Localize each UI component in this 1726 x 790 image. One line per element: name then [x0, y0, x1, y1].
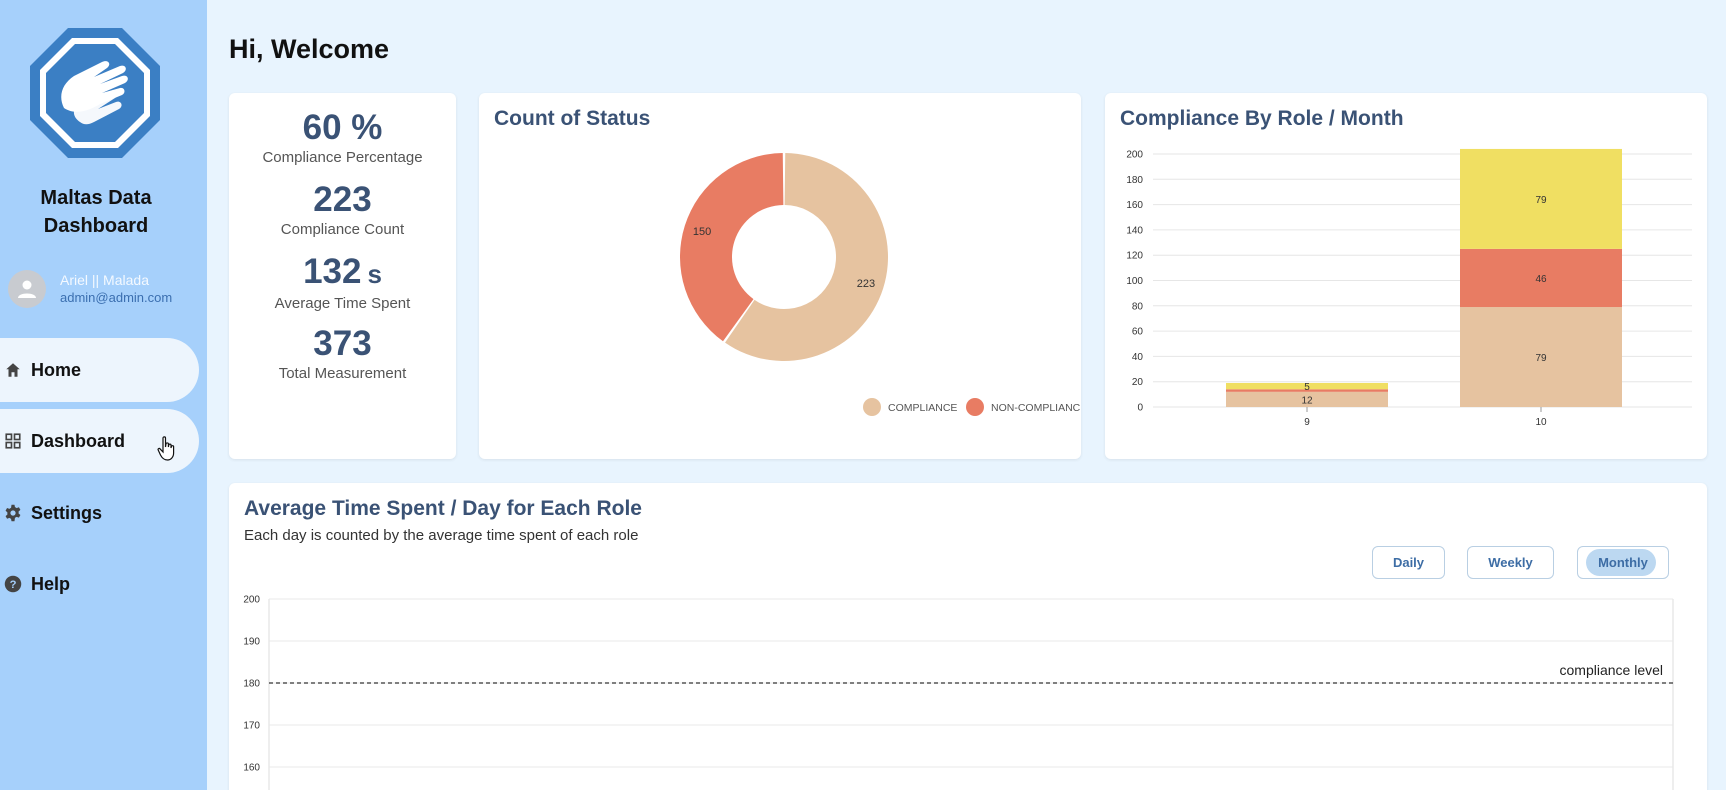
kpi-label: Total Measurement — [278, 365, 407, 382]
y-tick-label: 160 — [1126, 200, 1143, 211]
role-chart-card: Compliance By Role / Month 0 20 40 60 80 100 1… — [1105, 93, 1707, 459]
y-tick-label: 190 — [243, 637, 260, 648]
nav-item-help[interactable]: ? Help — [0, 552, 199, 616]
help-icon: ? — [3, 574, 23, 594]
bar-segment — [1226, 389, 1388, 392]
bar-segment — [1460, 148, 1622, 249]
bar-value-label: 79 — [1535, 195, 1547, 206]
brand-title: Maltas Data Dashboard — [0, 184, 192, 240]
weekly-button[interactable]: Weekly — [1467, 546, 1554, 579]
y-tick-label: 170 — [243, 721, 260, 732]
kpi-label: Compliance Percentage — [262, 149, 423, 166]
role-stacked-bar-chart: 0 20 40 60 80 100 120 140 160 180 200 12 5 9 79 46 79 10 — [1126, 148, 1692, 428]
nav-item-settings[interactable]: Settings — [0, 481, 199, 545]
kpi-label: Compliance Count — [280, 221, 405, 238]
hand-cursor-icon — [157, 436, 175, 461]
bar-segment — [1460, 248, 1622, 308]
role-chart-title: Compliance By Role / Month — [1120, 107, 1404, 130]
kpi-value: 132 — [303, 252, 362, 291]
y-tick-label: 100 — [1126, 276, 1143, 287]
home-icon — [3, 360, 23, 380]
donut-slice-compliance — [725, 153, 888, 361]
monthly-button[interactable]: Monthly — [1577, 546, 1669, 579]
y-tick-label: 60 — [1132, 327, 1144, 338]
kpi-total-measurement: 373 Total Measurement — [229, 324, 456, 384]
nav-item-dashboard[interactable]: Dashboard — [0, 409, 199, 473]
legend-swatch — [863, 398, 881, 416]
kpi-value: 60 % — [302, 108, 383, 147]
bar-value-label: 5 — [1304, 382, 1310, 393]
y-tick-label: 120 — [1126, 251, 1143, 262]
avatar — [8, 270, 46, 308]
bar-value-label: 46 — [1535, 274, 1547, 285]
y-tick-label: 20 — [1132, 377, 1144, 388]
daily-label: Daily — [1392, 555, 1425, 570]
x-tick-label: 10 — [1535, 417, 1547, 428]
time-chart-subtitle: Each day is counted by the average time … — [244, 527, 639, 544]
kpi-value: 373 — [313, 324, 372, 363]
nav-label-help: Help — [31, 573, 71, 594]
user-email: admin@admin.com — [60, 290, 173, 305]
page-title: Hi, Welcome — [229, 34, 390, 64]
status-donut-chart: 223 150 COMPLIANCE NON-COMPLIANCE — [680, 153, 1081, 416]
y-tick-label: 180 — [1126, 175, 1143, 186]
gear-icon — [3, 503, 23, 523]
kpi-label: Average Time Spent — [274, 295, 411, 312]
active-highlight — [1586, 549, 1656, 576]
y-tick-label: 0 — [1137, 403, 1143, 414]
brand-line-2: Dashboard — [43, 215, 149, 237]
time-chart-card: Average Time Spent / Day for Each Role E… — [229, 483, 1707, 790]
bar-segment — [1226, 391, 1388, 407]
kpi-unit: s — [367, 259, 382, 289]
y-tick-label: 160 — [243, 763, 260, 774]
reference-line-label: compliance level — [1560, 662, 1664, 678]
user-name: Ariel || Malada — [60, 272, 149, 288]
slice-value-label: 223 — [857, 278, 875, 290]
slice-value-label: 150 — [693, 226, 711, 238]
nav-label-home: Home — [31, 359, 82, 380]
bar-segment — [1226, 382, 1388, 390]
bar-value-label: 12 — [1301, 395, 1313, 406]
y-tick-label: 200 — [243, 595, 260, 606]
y-tick-label: 40 — [1132, 352, 1144, 363]
kpi-average-time: 132 s Average Time Spent — [229, 252, 456, 314]
x-tick-label: 9 — [1304, 417, 1310, 428]
donut-slice-non-compliance — [680, 153, 784, 342]
status-chart-card: Count of Status 223 150 COMPLIANCE NON-COMP… — [479, 93, 1081, 459]
y-tick-label: 180 — [243, 679, 260, 690]
weekly-label: Weekly — [1488, 555, 1533, 570]
daily-button[interactable]: Daily — [1372, 546, 1445, 579]
kpi-compliance-percentage: 60 % Compliance Percentage — [229, 108, 456, 168]
nav-item-home[interactable]: Home — [0, 338, 199, 402]
y-tick-label: 80 — [1132, 301, 1144, 312]
svg-text:?: ? — [10, 579, 17, 591]
monthly-label: Monthly — [1598, 555, 1648, 570]
legend-swatch — [966, 398, 984, 416]
kpi-compliance-count: 223 Compliance Count — [229, 180, 456, 240]
user-icon — [18, 280, 36, 298]
kpi-card: 60 % Compliance Percentage 223 Complianc… — [229, 93, 456, 459]
nav-label-settings: Settings — [31, 502, 103, 523]
user-profile: Ariel || Malada admin@admin.com — [8, 270, 172, 308]
bar-value-label: 79 — [1535, 353, 1547, 364]
sidebar: Maltas Data Dashboard Ariel || Malada ad… — [0, 0, 207, 790]
legend-label: COMPLIANCE — [888, 402, 957, 414]
status-chart-title: Count of Status — [494, 107, 651, 130]
grid-icon — [3, 431, 23, 451]
y-tick-label: 200 — [1126, 150, 1143, 161]
time-line-chart: 160 170 180 190 200 compliance level — [243, 595, 1674, 790]
legend-label: NON-COMPLIANCE — [991, 402, 1081, 414]
handwash-logo-icon — [30, 28, 160, 158]
kpi-value: 223 — [313, 180, 372, 219]
time-chart-title: Average Time Spent / Day for Each Role — [244, 497, 642, 520]
y-tick-label: 140 — [1126, 225, 1143, 236]
bar-segment — [1460, 307, 1622, 407]
nav-label-dashboard: Dashboard — [31, 430, 126, 451]
brand-line-1: Maltas Data — [40, 187, 152, 209]
